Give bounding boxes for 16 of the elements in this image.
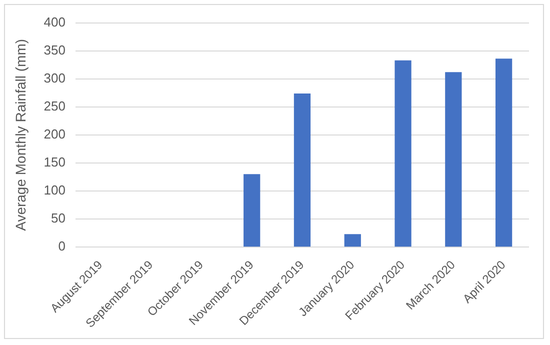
bar — [495, 58, 512, 247]
y-tick-label: 0 — [58, 238, 66, 254]
y-tick-label: 250 — [44, 98, 66, 114]
y-axis-title: Average Monthly Rainfall (mm) — [12, 38, 28, 231]
bar — [445, 72, 462, 247]
y-tick-label: 50 — [51, 210, 66, 226]
bar — [344, 234, 361, 247]
bar — [294, 93, 311, 247]
y-tick-label: 150 — [44, 154, 66, 170]
y-tick-label: 100 — [44, 182, 66, 198]
y-tick-label: 400 — [44, 14, 66, 30]
bar — [394, 60, 412, 247]
y-tick-label: 300 — [44, 70, 66, 86]
y-tick-label: 350 — [44, 42, 66, 58]
y-tick-label: 200 — [44, 126, 66, 142]
bar — [244, 174, 260, 247]
